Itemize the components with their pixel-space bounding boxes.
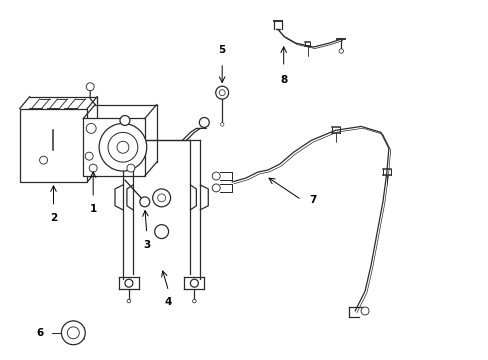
Text: 7: 7 bbox=[309, 195, 316, 205]
Circle shape bbox=[61, 321, 85, 345]
Circle shape bbox=[127, 164, 135, 172]
Circle shape bbox=[215, 86, 228, 99]
Circle shape bbox=[85, 152, 93, 160]
Text: 1: 1 bbox=[89, 204, 97, 214]
Circle shape bbox=[212, 172, 220, 180]
Circle shape bbox=[86, 123, 96, 133]
Text: 2: 2 bbox=[50, 213, 57, 223]
Circle shape bbox=[154, 225, 168, 239]
Text: 5: 5 bbox=[218, 45, 225, 55]
Circle shape bbox=[140, 197, 149, 207]
Text: 3: 3 bbox=[143, 239, 150, 249]
Circle shape bbox=[89, 164, 97, 172]
Text: 8: 8 bbox=[280, 75, 287, 85]
Circle shape bbox=[99, 123, 146, 171]
Circle shape bbox=[157, 194, 165, 202]
Circle shape bbox=[108, 132, 138, 162]
Circle shape bbox=[67, 327, 79, 339]
Circle shape bbox=[190, 279, 198, 287]
Circle shape bbox=[212, 184, 220, 192]
Circle shape bbox=[124, 279, 133, 287]
Circle shape bbox=[192, 299, 196, 303]
Circle shape bbox=[219, 90, 224, 96]
Circle shape bbox=[40, 156, 47, 164]
Text: 4: 4 bbox=[164, 297, 172, 307]
Text: 6: 6 bbox=[36, 328, 43, 338]
Bar bbox=[83, 118, 144, 176]
Circle shape bbox=[360, 307, 368, 315]
Circle shape bbox=[338, 49, 343, 53]
Circle shape bbox=[152, 189, 170, 207]
Circle shape bbox=[127, 299, 130, 303]
Circle shape bbox=[199, 117, 209, 127]
Circle shape bbox=[117, 141, 129, 153]
Circle shape bbox=[120, 116, 130, 125]
Circle shape bbox=[220, 123, 224, 126]
Circle shape bbox=[86, 83, 94, 91]
Bar bbox=[20, 109, 87, 182]
